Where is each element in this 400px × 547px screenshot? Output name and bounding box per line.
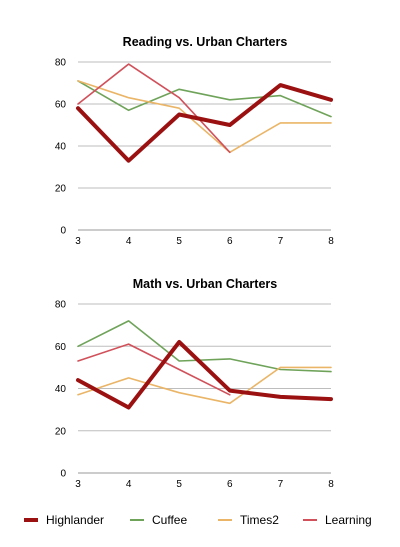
y-tick-label: 40	[55, 142, 67, 153]
y-tick-label: 80	[55, 300, 67, 311]
legend-item-times2: Times2	[218, 513, 279, 527]
y-tick-label: 0	[60, 469, 66, 480]
series-line-learning	[77, 343, 231, 396]
series-line-highlander	[76, 83, 333, 163]
y-tick-label: 0	[60, 226, 66, 237]
x-tick-label: 7	[278, 236, 284, 247]
x-tick-label: 8	[328, 479, 334, 490]
y-tick-label: 60	[55, 100, 67, 111]
chart-title: Math vs. Urban Charters	[133, 277, 278, 291]
x-tick-label: 4	[126, 236, 132, 247]
y-tick-label: 20	[55, 184, 67, 195]
x-tick-label: 5	[176, 479, 182, 490]
series-line-cuffee	[77, 320, 332, 373]
y-tick-label: 60	[55, 342, 67, 353]
y-tick-label: 40	[55, 384, 67, 395]
y-tick-label: 20	[55, 426, 67, 437]
legend-label: Learning	[325, 513, 372, 527]
y-tick-label: 80	[55, 58, 67, 69]
legend: Highlander Cuffee Times2 Learning	[24, 513, 372, 527]
series-line-cuffee	[77, 80, 332, 118]
series-line-learning	[77, 63, 231, 154]
legend-label: Cuffee	[152, 513, 187, 527]
reading-chart: Reading vs. Urban Charters 0 20 40 60 80 3 4 5 6…	[55, 35, 334, 247]
x-tick-label: 8	[328, 236, 334, 247]
x-tick-label: 3	[75, 479, 81, 490]
series-line-times2	[77, 80, 332, 154]
legend-item-learning: Learning	[303, 513, 372, 527]
x-tick-label: 7	[278, 479, 284, 490]
x-tick-label: 6	[227, 479, 233, 490]
legend-item-cuffee: Cuffee	[130, 513, 187, 527]
x-tick-label: 4	[126, 479, 132, 490]
x-tick-label: 5	[176, 236, 182, 247]
legend-item-highlander: Highlander	[24, 513, 104, 527]
math-chart: Math vs. Urban Charters 0 20 40 60 80 3 4 5 6 7 8	[55, 277, 334, 490]
x-tick-label: 6	[227, 236, 233, 247]
legend-label: Highlander	[46, 513, 104, 527]
legend-label: Times2	[240, 513, 279, 527]
series-line-times2	[77, 366, 332, 405]
chart-title: Reading vs. Urban Charters	[123, 35, 288, 49]
x-tick-label: 3	[75, 236, 81, 247]
series-line-highlander	[76, 340, 333, 410]
